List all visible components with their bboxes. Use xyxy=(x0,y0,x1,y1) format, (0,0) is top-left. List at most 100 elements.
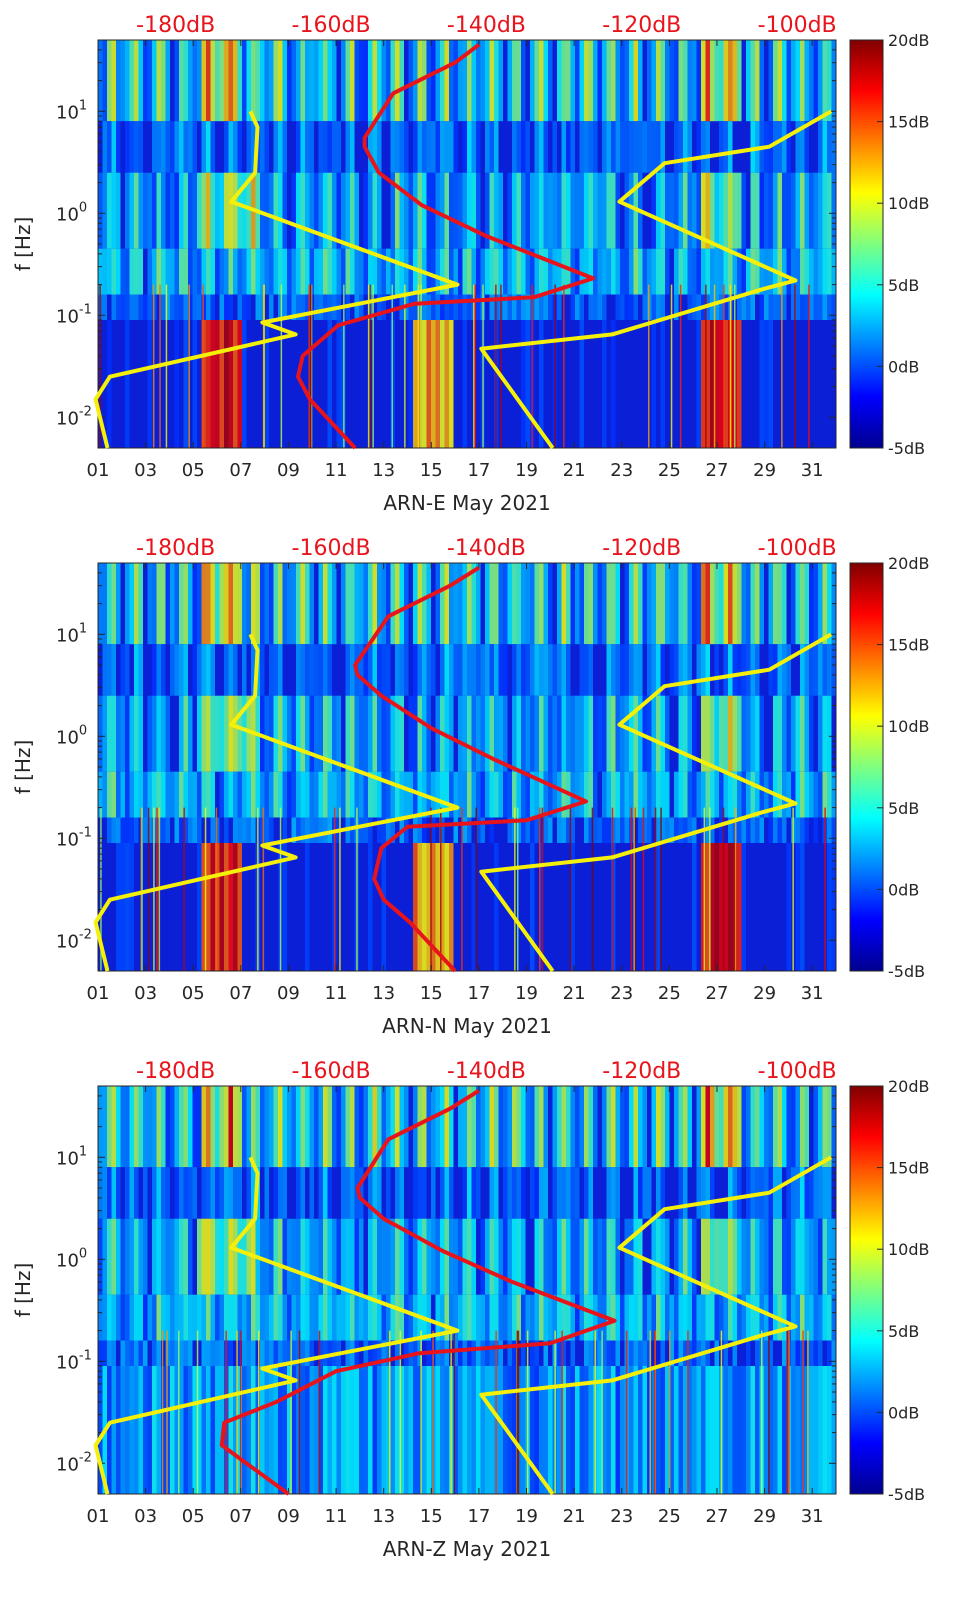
spectrogram-cell xyxy=(323,121,328,173)
y-tick-base: 10 xyxy=(56,408,79,429)
spectrogram-cell xyxy=(489,644,494,696)
spectrogram-cell xyxy=(444,771,449,818)
spectrogram-cell xyxy=(134,1218,139,1295)
spectrogram-cell xyxy=(305,1086,310,1168)
spectrogram-cell xyxy=(228,172,233,249)
spectrogram-cell xyxy=(773,1167,778,1219)
spectrogram-cell xyxy=(521,1167,526,1219)
x-axis-label: ARN-Z May 2021 xyxy=(383,1537,551,1561)
spectrogram-cell xyxy=(827,1218,832,1295)
spectrogram-cell xyxy=(741,172,746,249)
spectrogram-cell xyxy=(782,1340,787,1366)
spectrogram-cell xyxy=(246,1218,251,1295)
spectrogram-cell xyxy=(498,1366,503,1494)
spectrogram-cell xyxy=(462,248,467,295)
spectrogram-cell xyxy=(714,172,719,249)
spectrogram-cell xyxy=(795,1086,800,1168)
spectrogram-cell xyxy=(498,563,503,645)
spectrogram-cell xyxy=(584,40,589,122)
spectrogram-cell xyxy=(300,1167,305,1219)
spectrogram-cell xyxy=(440,248,445,295)
spectrogram-spike xyxy=(713,284,716,448)
spectrogram-cell xyxy=(233,817,238,843)
spectrogram-cell xyxy=(588,695,593,772)
spectrogram-cell xyxy=(831,644,836,696)
spectrogram-cell xyxy=(611,121,616,173)
spectrogram-cell xyxy=(152,172,157,249)
spectrogram-cell xyxy=(341,563,346,645)
spectrogram-cell xyxy=(417,817,422,843)
spectrogram-spike xyxy=(474,284,476,448)
spectrogram-cell xyxy=(768,1366,773,1494)
spectrogram-cell xyxy=(399,563,404,645)
spectrogram-cell xyxy=(197,843,202,971)
spectrogram-cell xyxy=(620,644,625,696)
spectrogram-cell xyxy=(728,1366,733,1494)
spectrogram-cell xyxy=(543,695,548,772)
spectrogram-cell xyxy=(111,1294,116,1341)
spectrogram-cell xyxy=(746,1218,751,1295)
spectrogram-cell xyxy=(831,172,836,249)
spectrogram-cell xyxy=(291,248,296,295)
spectrogram-cell xyxy=(588,817,593,843)
spectrogram-spike xyxy=(298,1330,301,1494)
spectrogram-cell xyxy=(759,695,764,772)
spectrogram-cell xyxy=(305,1218,310,1295)
spectrogram-cell xyxy=(107,121,112,173)
spectrogram-cell xyxy=(345,1086,350,1168)
spectrogram-cell xyxy=(795,1167,800,1219)
spectrogram-cell xyxy=(264,40,269,122)
spectrogram-cell xyxy=(579,771,584,818)
spectrogram-spike xyxy=(516,1330,518,1494)
spectrogram-cell xyxy=(462,121,467,173)
spectrogram-cell xyxy=(732,40,737,122)
y-tick-exponent: -1 xyxy=(79,302,92,317)
spectrogram-cell xyxy=(102,1340,107,1366)
spectrogram-cell xyxy=(440,563,445,645)
spectrogram-cell xyxy=(219,1294,224,1341)
spectrogram-cell xyxy=(426,1366,431,1494)
spectrogram-cell xyxy=(138,1366,143,1494)
x-tick-label: 19 xyxy=(515,1506,538,1527)
spectrogram-cell xyxy=(363,695,368,772)
spectrogram-cell xyxy=(408,294,413,320)
spectrogram-cell xyxy=(507,771,512,818)
colorbar-tick-label: 0dB xyxy=(888,880,919,899)
spectrogram-spike xyxy=(687,1330,689,1494)
spectrogram-cell xyxy=(773,695,778,772)
spectrogram-cell xyxy=(381,40,386,122)
spectrogram-cell xyxy=(818,294,823,320)
spectrogram-spike xyxy=(369,284,371,448)
spectrogram-cell xyxy=(471,1218,476,1295)
top-db-tick-label: -120dB xyxy=(602,1059,681,1084)
spectrogram-cell xyxy=(395,1340,400,1366)
spectrogram-cell xyxy=(462,172,467,249)
spectrogram-cell xyxy=(233,563,238,645)
spectrogram-cell xyxy=(314,695,319,772)
spectrogram-cell xyxy=(539,1218,544,1295)
spectrogram-cell xyxy=(489,563,494,645)
spectrogram-cell xyxy=(413,695,418,772)
y-tick-base: 10 xyxy=(56,931,79,952)
spectrogram-cell xyxy=(777,563,782,645)
y-axis-label: f [Hz] xyxy=(11,1263,35,1318)
spectrogram-cell xyxy=(764,294,769,320)
spectrogram-cell xyxy=(651,771,656,818)
spectrogram-cell xyxy=(386,1366,391,1494)
spectrogram-cell xyxy=(368,1340,373,1366)
spectrogram-cell xyxy=(471,121,476,173)
spectrogram-cell xyxy=(296,1294,301,1341)
spectrogram-cell xyxy=(170,121,175,173)
spectrogram-cell xyxy=(539,695,544,772)
top-db-tick-label: -120dB xyxy=(602,536,681,561)
spectrogram-cell xyxy=(638,563,643,645)
spectrogram-cell xyxy=(291,1366,296,1494)
spectrogram-cell xyxy=(368,1218,373,1295)
spectrogram-cell xyxy=(183,1340,188,1366)
spectrogram-cell xyxy=(444,294,449,320)
spectrogram-cell xyxy=(183,248,188,295)
spectrogram-cell xyxy=(651,248,656,295)
spectrogram-cell xyxy=(174,563,179,645)
spectrogram-cell xyxy=(350,817,355,843)
spectrogram-cell xyxy=(431,644,436,696)
